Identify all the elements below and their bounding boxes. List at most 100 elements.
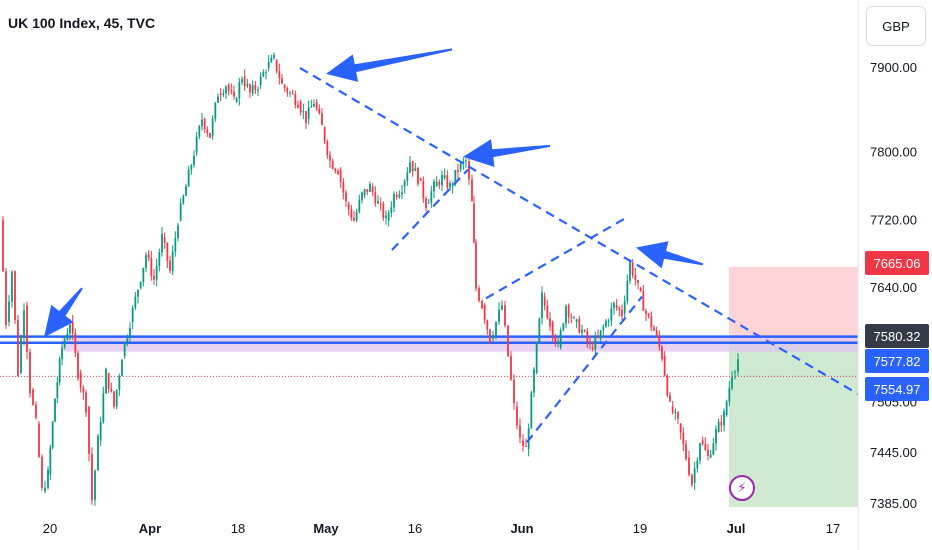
candle-body	[345, 192, 347, 202]
candle-body	[211, 118, 214, 136]
candle-body	[443, 175, 446, 179]
candle-body	[26, 305, 28, 352]
candle-body	[538, 318, 541, 343]
candle-body	[278, 71, 281, 79]
candle-body	[334, 168, 337, 171]
lightning-icon[interactable]: ⚡	[729, 475, 755, 501]
candle-body	[422, 180, 425, 199]
candle-body	[286, 88, 289, 93]
candle-body	[626, 280, 629, 302]
candle-body	[516, 406, 518, 426]
candle-body	[565, 306, 567, 324]
candle-body	[139, 281, 142, 289]
candle-body	[8, 301, 10, 322]
candle-body	[712, 443, 715, 455]
candle-body	[2, 220, 4, 272]
candle-body	[495, 321, 497, 336]
candle-body	[691, 474, 693, 485]
candle-body	[265, 72, 267, 74]
candle-body	[262, 72, 265, 77]
candle-body	[217, 96, 219, 103]
candle-body	[32, 389, 34, 405]
candle-body	[618, 307, 621, 310]
candle-body	[14, 271, 16, 321]
candle-body	[723, 411, 725, 426]
candle-body	[99, 422, 102, 441]
candle-body	[289, 92, 291, 94]
candle-body	[438, 181, 441, 186]
candle-body	[457, 169, 459, 172]
chart-title: UK 100 Index, 45, TVC	[8, 15, 156, 31]
candle-body	[85, 392, 87, 413]
candle-body	[650, 316, 653, 328]
candle-body	[570, 316, 573, 319]
price-label-box	[865, 377, 929, 401]
candle-body	[573, 317, 575, 319]
candle-body	[97, 435, 99, 471]
candle-body	[305, 111, 307, 123]
candle-body	[734, 371, 736, 373]
candle-body	[374, 192, 377, 204]
candle-body	[44, 487, 46, 492]
candle-body	[23, 310, 25, 339]
candle-body	[581, 329, 583, 333]
candle-body	[551, 321, 554, 337]
candle-body	[586, 331, 589, 342]
candle-body	[142, 267, 145, 282]
annotation-arrow	[326, 48, 453, 82]
candle-body	[661, 346, 663, 359]
candle-body	[589, 341, 591, 345]
candle-body	[486, 320, 489, 330]
candle-body	[222, 93, 225, 95]
candle-body	[342, 181, 345, 193]
candle-body	[637, 280, 639, 283]
x-tick-label: Jul	[727, 521, 746, 536]
y-tick-label: 7445.00	[870, 445, 917, 460]
candle-body	[615, 305, 618, 308]
candle-body	[597, 336, 599, 338]
candle-body	[158, 252, 161, 267]
candle-body	[557, 342, 559, 344]
candle-body	[398, 194, 401, 198]
candle-body	[623, 301, 626, 314]
currency-button[interactable]: GBP	[866, 6, 926, 46]
candle-body	[209, 133, 211, 138]
candle-body	[235, 98, 238, 102]
candle-body	[621, 309, 623, 316]
candle-body	[411, 161, 414, 172]
candle-body	[451, 183, 454, 187]
candle-body	[113, 391, 115, 407]
candle-body	[150, 257, 153, 276]
candle-body	[41, 456, 43, 489]
candle-body	[602, 326, 605, 331]
candle-body	[607, 320, 610, 322]
candle-body	[510, 355, 512, 380]
candle-body	[294, 94, 297, 105]
candle-body	[382, 203, 385, 218]
candle-body	[642, 290, 645, 311]
candle-body	[549, 318, 551, 327]
candle-body	[481, 300, 483, 309]
annotation-arrow	[636, 241, 704, 269]
candle-body	[54, 398, 56, 422]
candle-body	[489, 329, 491, 343]
candle-body	[230, 90, 233, 92]
candle-body	[251, 85, 254, 94]
candle-body	[701, 440, 704, 445]
candle-body	[610, 308, 613, 321]
candle-body	[123, 343, 126, 356]
candle-body	[731, 377, 733, 388]
candle-body	[337, 170, 339, 175]
candle-body	[17, 320, 19, 376]
candle-body	[126, 337, 129, 344]
candle-body	[190, 165, 193, 170]
candle-body	[562, 323, 565, 331]
candle-body	[578, 319, 581, 333]
candle-body	[498, 309, 500, 322]
candle-body	[504, 305, 506, 326]
candle-body	[243, 76, 246, 87]
candle-body	[49, 447, 52, 475]
candle-body	[182, 195, 185, 204]
candle-body	[107, 372, 110, 390]
